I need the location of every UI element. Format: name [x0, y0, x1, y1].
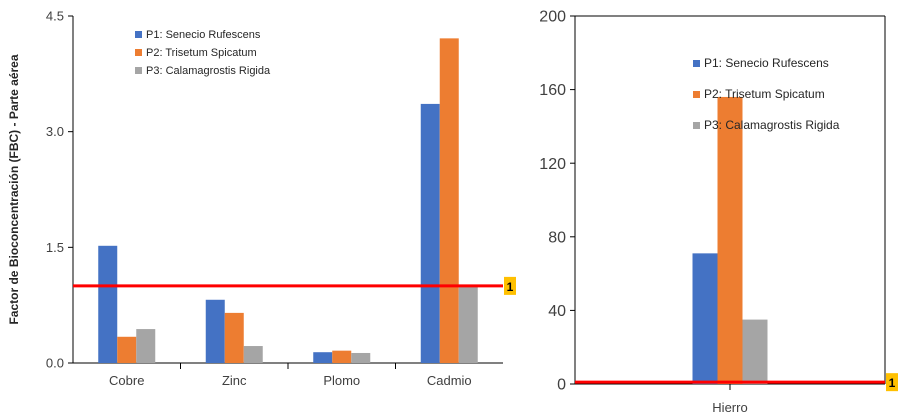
bar-hierro-p3: [742, 319, 768, 384]
bar-cadmio-p1: [420, 103, 440, 363]
y-tick-label: 120: [539, 156, 566, 173]
reference-badge: [886, 373, 898, 392]
y-tick-label: 3.0: [46, 124, 64, 139]
bar-cobre-p3: [136, 329, 156, 363]
legend-swatch-p2: [135, 49, 142, 56]
reference-badge-label: 1: [889, 376, 896, 390]
chart-left-metals: 0.0 1.5 3.0 4.5 Cobre Zinc Plomo Cadmio 1 P1: Sen…: [7, 9, 516, 388]
legend-swatch-p1: [693, 60, 700, 67]
reference-badge-label: 1: [507, 280, 514, 294]
bar-plomo-p3: [351, 352, 371, 363]
bar-hierro-p2: [717, 96, 743, 385]
y-tick-label: 80: [548, 229, 566, 246]
legend-label-p3: P3: Calamagrostis Rigida: [146, 65, 271, 77]
y-tick-label: 40: [548, 303, 566, 320]
legend-label-p2: P2: Trisetum Spicatum: [704, 87, 825, 101]
legend-swatch-p3: [135, 67, 142, 74]
bar-cadmio-p2: [439, 38, 459, 364]
category-label: Plomo: [323, 373, 360, 388]
y-tick-label: 0: [557, 377, 566, 394]
y-tick-label: 1.5: [46, 240, 64, 255]
legend-label-p2: P2: Trisetum Spicatum: [146, 47, 257, 59]
legend-swatch-p1: [135, 31, 142, 38]
bar-zinc-p1: [205, 299, 225, 363]
bar-hierro-p1: [692, 253, 718, 384]
chart-right-iron: 0 40 80 120 160 200 Hierro 1 P1: Senecio Rufesce…: [539, 9, 898, 415]
bar-cobre-p2: [117, 336, 137, 363]
legend-label-p3: P3: Calamagrostis Rigida: [704, 118, 840, 132]
y-tick-label: 0.0: [46, 356, 64, 371]
y-tick-label: 160: [539, 82, 566, 99]
category-label: Cobre: [109, 373, 144, 388]
bar-plomo-p1: [313, 352, 333, 363]
bar-zinc-p3: [243, 346, 263, 363]
y-tick-label: 200: [539, 9, 566, 26]
category-label: Hierro: [712, 400, 747, 415]
legend-label-p1: P1: Senecio Rufescens: [704, 56, 829, 70]
bar-cadmio-p3: [458, 286, 478, 363]
bar-zinc-p2: [224, 312, 244, 363]
category-label: Zinc: [222, 373, 247, 388]
y-axis-title: Factor de Bioconcentración (FBC) - Parte…: [7, 54, 21, 324]
legend-swatch-p2: [693, 91, 700, 98]
bar-plomo-p2: [332, 350, 352, 363]
reference-badge: [504, 276, 516, 295]
category-label: Cadmio: [427, 373, 472, 388]
legend-swatch-p3: [693, 122, 700, 129]
bar-cobre-p1: [98, 245, 118, 363]
y-tick-label: 4.5: [46, 9, 64, 24]
legend-label-p1: P1: Senecio Rufescens: [146, 29, 261, 41]
